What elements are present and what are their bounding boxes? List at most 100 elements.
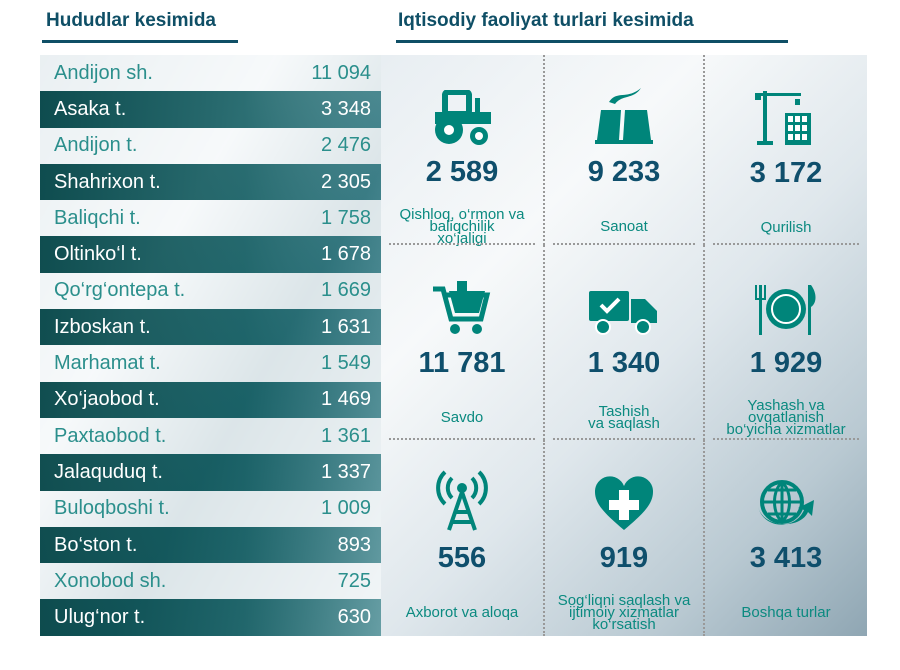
sector-label-line: bo‘yicha xizmatlar bbox=[726, 421, 846, 438]
sector-label: Boshqa turlar bbox=[741, 595, 830, 631]
sector-label: Qurilish bbox=[761, 210, 812, 246]
region-name: Oltinko‘l t. bbox=[54, 243, 142, 266]
sectors-title: Iqtisodiy faoliyat turlari kesimida bbox=[398, 10, 694, 31]
title-underline bbox=[396, 40, 788, 43]
region-name: Andijon t. bbox=[54, 134, 138, 157]
region-value: 725 bbox=[337, 569, 371, 592]
sector-label: Sanoat bbox=[600, 209, 648, 245]
region-value: 1 631 bbox=[320, 315, 371, 338]
region-name: Qo‘rg‘ontepa t. bbox=[54, 279, 186, 302]
region-name: Asaka t. bbox=[54, 97, 127, 120]
shopping-cart-icon bbox=[431, 275, 493, 337]
sector-label-line: Sanoat bbox=[600, 218, 648, 235]
region-name: Izboskan t. bbox=[54, 315, 151, 338]
sector-label-line: ijtimoiy xizmatlar bbox=[568, 604, 679, 621]
region-row: Ulug‘nor t. 630 bbox=[40, 599, 381, 636]
sector-label-line: Tashish bbox=[598, 403, 650, 420]
region-name: Jalaquduq t. bbox=[54, 460, 163, 483]
sector-label-line: baliqchilik bbox=[429, 218, 495, 235]
region-name: Shahrixon t. bbox=[54, 170, 161, 193]
region-value: 1 469 bbox=[320, 388, 371, 411]
region-row: Qo‘rg‘ontepa t. 1 669 bbox=[40, 272, 381, 310]
region-row: Oltinko‘l t. 1 678 bbox=[40, 236, 381, 273]
sector-count: 9 233 bbox=[587, 156, 661, 188]
title-underline bbox=[42, 40, 238, 43]
region-value: 2 476 bbox=[320, 134, 371, 157]
antenna-icon bbox=[435, 470, 489, 532]
sector-count: 3 172 bbox=[749, 157, 823, 189]
region-row: Xo‘jaobod t. 1 469 bbox=[40, 381, 381, 418]
sector-card: 919 Sog‘liqni saqlash va ijtimoiy xizmatla… bbox=[545, 440, 705, 636]
region-value: 11 094 bbox=[311, 61, 371, 84]
region-row: Izboskan t. 1 631 bbox=[40, 309, 381, 346]
sector-count: 919 bbox=[599, 542, 649, 574]
region-value: 3 348 bbox=[320, 97, 371, 120]
region-name: Ulug‘nor t. bbox=[54, 606, 146, 629]
sector-label-line: Savdo bbox=[440, 409, 484, 426]
sector-label: Qishloq, o‘rmon va baliqchilik xo‘jaligi bbox=[399, 206, 525, 247]
region-name: Baliqchi t. bbox=[54, 206, 141, 229]
region-value: 630 bbox=[337, 606, 371, 629]
plate-cutlery-icon bbox=[755, 275, 817, 337]
region-name: Buloqboshi t. bbox=[54, 497, 170, 520]
sector-label-line: ko‘rsatish bbox=[592, 616, 656, 633]
region-value: 1 758 bbox=[320, 206, 371, 229]
heart-cross-icon bbox=[595, 470, 653, 532]
sector-label: Savdo bbox=[441, 400, 484, 436]
region-value: 1 337 bbox=[320, 460, 371, 483]
sector-label: Yashash va ovqatlanish bo‘yicha xizmatlar bbox=[726, 397, 846, 438]
region-row: Paxtaobod t. 1 361 bbox=[40, 417, 381, 455]
sector-card: 11 781 Savdo bbox=[381, 245, 545, 440]
sector-label-line: Qurilish bbox=[760, 219, 812, 236]
sector-count: 1 929 bbox=[749, 347, 823, 379]
region-value: 1 669 bbox=[320, 279, 371, 302]
sector-label-line: xo‘jaligi bbox=[437, 230, 487, 247]
region-row: Xonobod sh. 725 bbox=[40, 563, 381, 600]
sector-card: 2 589 Qishloq, o‘rmon va baliqchilik xo‘jal… bbox=[381, 55, 545, 247]
sector-label: Tashish va saqlash bbox=[588, 400, 660, 436]
region-name: Xo‘jaobod t. bbox=[54, 388, 160, 411]
region-row: Jalaquduq t. 1 337 bbox=[40, 454, 381, 491]
sector-label-line: Yashash va bbox=[747, 397, 825, 414]
sector-card: 3 172 Qurilish bbox=[705, 55, 867, 245]
sector-card: 1 340 Tashish va saqlash bbox=[545, 245, 705, 440]
region-row: Marhamat t. 1 549 bbox=[40, 345, 381, 382]
region-name: Xonobod sh. bbox=[54, 569, 167, 592]
region-value: 1 361 bbox=[320, 424, 371, 447]
sector-label-line: ovqatlanish bbox=[748, 409, 824, 426]
globe-arrow-icon bbox=[756, 470, 816, 532]
region-value: 893 bbox=[337, 533, 371, 556]
region-value: 2 305 bbox=[320, 170, 371, 193]
sector-card: 3 413 Boshqa turlar bbox=[705, 440, 867, 636]
sector-count: 556 bbox=[437, 542, 487, 574]
truck-icon bbox=[589, 275, 659, 337]
region-value: 1 678 bbox=[320, 243, 371, 266]
region-name: Marhamat t. bbox=[54, 352, 161, 375]
crane-icon bbox=[755, 85, 817, 147]
region-row: Shahrixon t. 2 305 bbox=[40, 163, 381, 201]
sector-card: 1 929 Yashash va ovqatlanish bo‘yicha xizma… bbox=[705, 245, 867, 440]
sector-label-line: Axborot va aloqa bbox=[405, 604, 519, 621]
sector-card: 9 233 Sanoat bbox=[545, 55, 705, 245]
region-row: Andijon t. 2 476 bbox=[40, 127, 381, 164]
region-row: Baliqchi t. 1 758 bbox=[40, 200, 381, 237]
region-name: Bo‘ston t. bbox=[54, 533, 138, 556]
region-name: Andijon sh. bbox=[54, 61, 153, 84]
sector-label-line: Boshqa turlar bbox=[741, 604, 831, 621]
region-row: Andijon sh. 11 094 bbox=[40, 55, 381, 92]
sector-count: 1 340 bbox=[587, 347, 661, 379]
factory-icon bbox=[593, 85, 655, 146]
sector-count: 11 781 bbox=[418, 347, 506, 379]
sector-count: 3 413 bbox=[749, 542, 823, 574]
regions-title: Hududlar kesimida bbox=[46, 10, 216, 31]
region-value: 1 549 bbox=[320, 352, 371, 375]
sector-card: 556 Axborot va aloqa bbox=[381, 440, 545, 636]
region-value: 1 009 bbox=[320, 497, 371, 520]
region-row: Bo‘ston t. 893 bbox=[40, 526, 381, 564]
sector-label-line: Qishloq, o‘rmon va bbox=[399, 206, 525, 223]
sector-label: Axborot va aloqa bbox=[406, 595, 519, 631]
regions-list: Andijon sh. 11 094 Asaka t. 3 348 Andijon t.… bbox=[40, 55, 381, 636]
region-name: Paxtaobod t. bbox=[54, 424, 167, 447]
sector-label: Sog‘liqni saqlash va ijtimoiy xizmatlar ko… bbox=[558, 593, 691, 633]
sector-count: 2 589 bbox=[425, 156, 499, 188]
